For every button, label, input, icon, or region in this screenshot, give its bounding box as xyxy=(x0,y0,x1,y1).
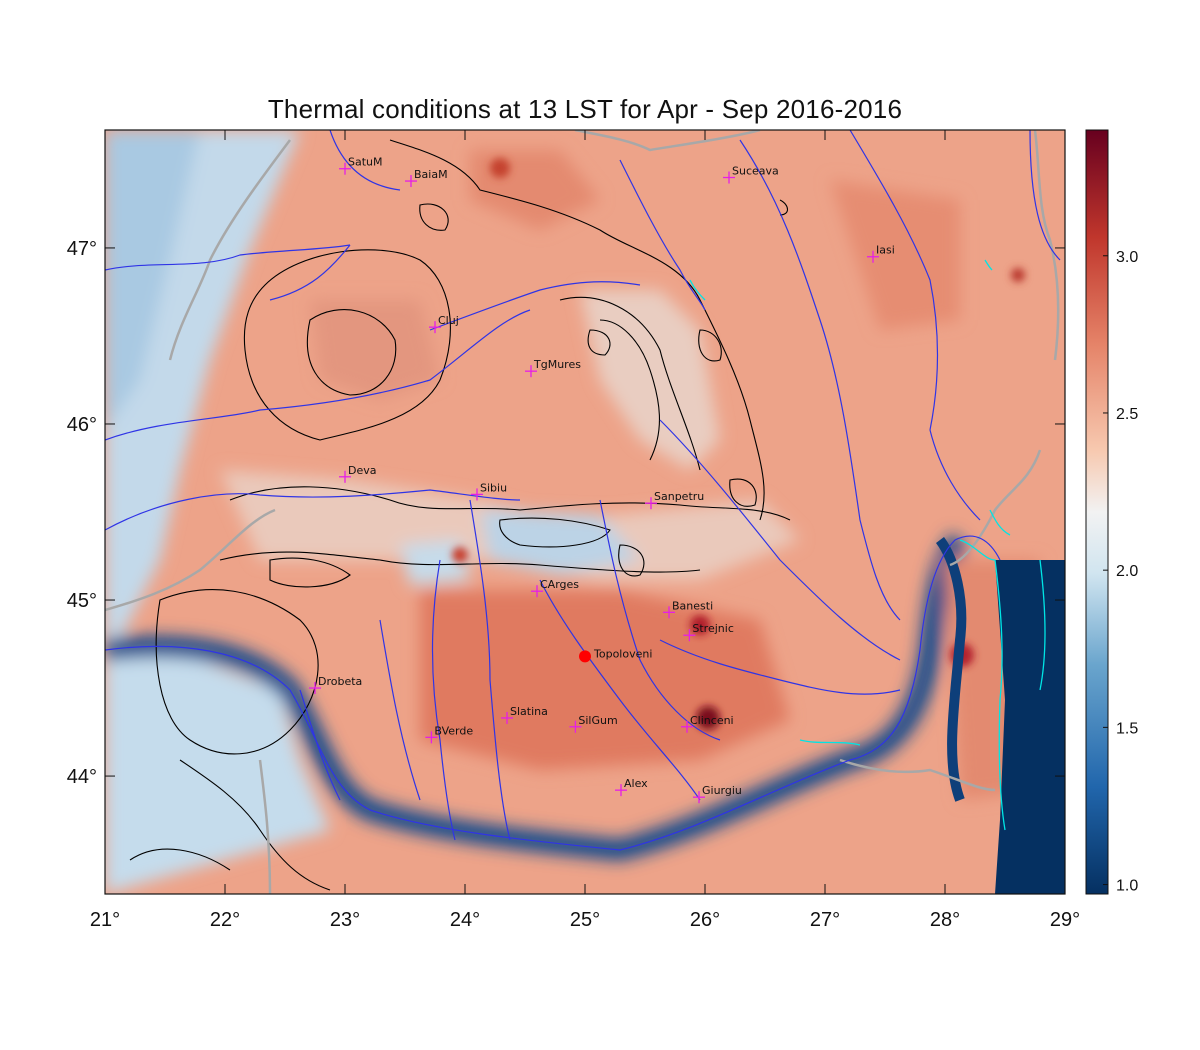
colorbar-tick-label: 3.0 xyxy=(1116,249,1138,266)
station-label: Topoloveni xyxy=(593,647,652,660)
station-label: Giurgiu xyxy=(702,784,742,797)
station-iasi: Iasi xyxy=(867,244,895,263)
colorbar-tick-label: 1.0 xyxy=(1116,878,1138,895)
map-title: Thermal conditions at 13 LST for Apr - S… xyxy=(267,94,903,124)
station-label: Banesti xyxy=(672,599,713,612)
station-label: CArges xyxy=(540,578,579,591)
coast-lakes xyxy=(689,259,1046,831)
station-label: Sibiu xyxy=(480,481,507,494)
colorbar-tick-label: 2.0 xyxy=(1116,563,1138,580)
country-borders xyxy=(105,130,1060,894)
station-label: TgMures xyxy=(533,358,581,371)
colorbar-tick-label: 1.5 xyxy=(1116,720,1138,737)
colorbar xyxy=(1085,129,1109,895)
station-banesti: Banesti xyxy=(663,599,713,619)
station-giurgiu: Giurgiu xyxy=(693,784,742,804)
lon-tick-label: 25° xyxy=(570,909,600,931)
lon-tick-label: 23° xyxy=(330,909,360,931)
station-carges: CArges xyxy=(531,578,579,598)
lon-tick-label: 26° xyxy=(690,909,720,931)
station-tgmures: TgMures xyxy=(525,358,581,378)
station-alex: Alex xyxy=(615,777,648,797)
colorbar-tick-label: 2.5 xyxy=(1116,406,1138,423)
station-label: Clinceni xyxy=(690,714,734,727)
lon-tick-label: 29° xyxy=(1050,909,1080,931)
station-label: Drobeta xyxy=(318,675,362,688)
station-markers: SatuM BaiaM Suceava Iasi Cluj TgMures Deva Sibi… xyxy=(309,156,895,804)
station-label: SatuM xyxy=(348,156,383,169)
lon-tick-label: 21° xyxy=(90,909,120,931)
longitude-axis: 21° 22° 23° 24° 25° 26° 27° 28° 29° xyxy=(90,130,1080,931)
station-label: SilGum xyxy=(578,714,617,727)
rivers xyxy=(105,130,1061,851)
station-strejnic: Strejnic xyxy=(683,622,734,642)
station-label: Cluj xyxy=(438,314,459,327)
station-bverde: BVerde xyxy=(425,724,473,744)
station-label: Deva xyxy=(348,464,377,477)
lon-tick-label: 22° xyxy=(210,909,240,931)
station-label: Sanpetru xyxy=(654,490,704,503)
temperature-field xyxy=(105,130,1065,894)
lon-tick-label: 24° xyxy=(450,909,480,931)
station-satum: SatuM xyxy=(339,156,383,175)
lat-tick-label: 46° xyxy=(67,414,97,436)
lat-tick-label: 45° xyxy=(67,590,97,612)
station-baiam: BaiaM xyxy=(405,168,448,188)
lon-tick-label: 27° xyxy=(810,909,840,931)
colorbar-ticks: 1.0 1.5 2.0 2.5 3.0 xyxy=(1103,249,1138,895)
station-label: Slatina xyxy=(510,705,548,718)
station-clinceni: Clinceni xyxy=(681,714,734,733)
station-sanpetru: Sanpetru xyxy=(645,490,704,510)
station-deva: Deva xyxy=(339,464,377,483)
station-drobeta: Drobeta xyxy=(309,675,362,695)
station-label: Strejnic xyxy=(692,622,733,635)
station-silgum: SilGum xyxy=(569,714,618,733)
latitude-axis: 44° 45° 46° 47° xyxy=(67,238,1065,788)
station-sibiu: Sibiu xyxy=(471,481,507,501)
station-label: Alex xyxy=(624,777,648,790)
station-topoloveni-highlight: Topoloveni xyxy=(579,647,652,663)
station-suceava: Suceava xyxy=(723,165,779,184)
station-cluj: Cluj xyxy=(429,314,459,334)
lat-tick-label: 47° xyxy=(67,238,97,260)
station-label: BVerde xyxy=(434,724,473,737)
elevation-contours xyxy=(129,139,791,891)
station-label: Iasi xyxy=(876,244,895,257)
station-label: BaiaM xyxy=(414,168,448,181)
station-slatina: Slatina xyxy=(501,705,548,724)
highlight-dot xyxy=(579,650,591,663)
station-label: Suceava xyxy=(732,165,779,178)
lat-tick-label: 44° xyxy=(67,766,97,788)
lon-tick-label: 28° xyxy=(930,909,960,931)
